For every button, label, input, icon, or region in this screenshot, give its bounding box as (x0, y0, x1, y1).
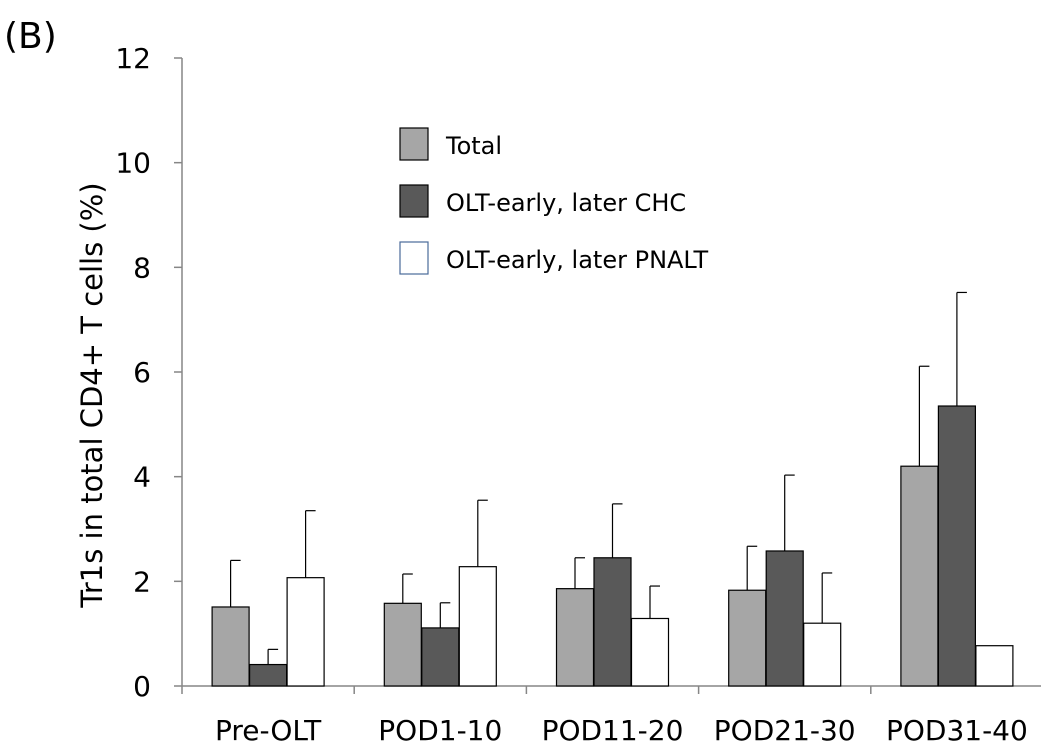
bar (630, 617, 670, 687)
bars (211, 405, 1014, 687)
bar (421, 627, 460, 687)
bar (211, 606, 250, 687)
y-axis-title: Tr1s in total CD4+ T cells (%) (75, 182, 109, 608)
bar (975, 645, 1014, 687)
legend-label: OLT-early, later CHC (446, 189, 686, 217)
y-tick-label: 2 (133, 565, 151, 598)
y-tick-label: 8 (133, 251, 151, 284)
x-tick-label: Pre-OLT (215, 714, 322, 747)
legend: Total OLT-early, later CHC OLT-early, late… (399, 127, 709, 275)
legend-swatch (399, 241, 429, 275)
bar (593, 557, 632, 687)
legend-label: OLT-early, later PNALT (446, 246, 709, 274)
y-tick-label: 4 (133, 461, 151, 494)
y-tick-label: 10 (115, 147, 151, 180)
error-bars (230, 291, 967, 665)
bar (765, 550, 804, 687)
bar (555, 588, 595, 687)
bar (383, 602, 422, 687)
bar (458, 566, 497, 687)
legend-swatch (399, 127, 429, 161)
y-tick-label: 6 (133, 356, 151, 389)
bar (937, 405, 977, 687)
panel-label: (B) (4, 16, 57, 57)
legend-swatch (399, 184, 429, 218)
x-tick-label: POD31-40 (886, 714, 1028, 747)
legend-label: Total (445, 132, 502, 160)
y-tick-label: 12 (115, 42, 151, 75)
y-axis-title-group: Tr1s in total CD4+ T cells (%) (75, 182, 109, 608)
bar (900, 465, 939, 687)
bar (803, 622, 842, 687)
bar (249, 663, 288, 687)
x-tick-label: POD21-30 (714, 714, 856, 747)
bar (728, 589, 767, 687)
x-tick-label: POD1-10 (378, 714, 502, 747)
x-tick-label: POD11-20 (542, 714, 684, 747)
bar (286, 577, 325, 687)
y-tick-label: 0 (133, 670, 151, 703)
